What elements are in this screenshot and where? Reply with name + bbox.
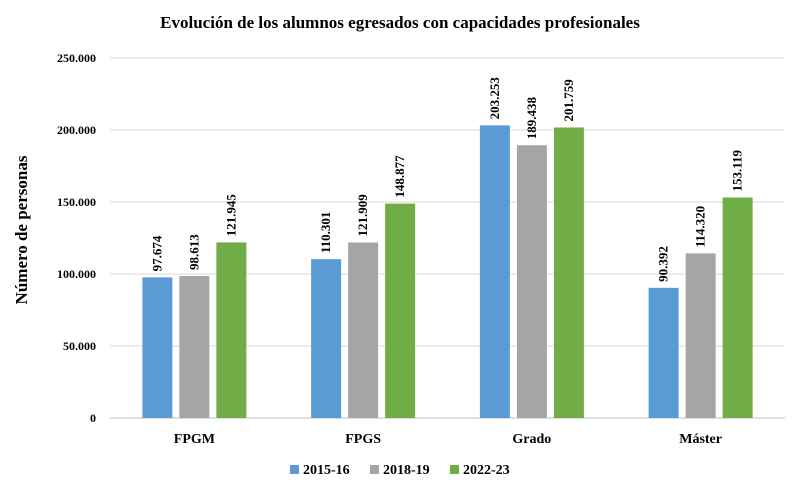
gridlines [110,57,785,419]
data-label: 201.759 [561,79,576,122]
x-category-label: Máster [679,432,722,447]
data-label: 203.253 [487,77,502,120]
bar [142,277,173,418]
bar [722,197,753,418]
legend-label: 2018-19 [383,463,430,478]
data-label: 153.119 [730,149,745,191]
legend-label: 2015-16 [303,463,350,478]
data-labels: 97.674 98.613 121.945 110.301 121.909 148.877… [149,77,744,282]
x-category-label: FPGS [345,432,381,447]
data-label: 114.320 [693,206,708,248]
chart-title: Evolución de los alumnos egresados con c… [160,13,640,32]
data-label: 98.613 [186,234,201,270]
y-tick-label: 50.000 [63,339,96,353]
bar [553,127,584,418]
bar [479,125,510,419]
x-category-label: FPGM [174,432,215,447]
y-tick-label: 0 [90,411,96,425]
y-axis-ticks: 0 50.000 100.000 150.000 200.000 250.000 [57,51,96,425]
bar [516,145,547,418]
y-tick-label: 100.000 [57,267,96,281]
legend-label: 2022-23 [463,463,510,478]
data-label: 148.877 [392,155,407,198]
legend: 2015-16 2018-19 2022-23 [290,463,510,478]
data-label: 121.909 [355,194,370,237]
data-label: 189.438 [524,96,539,139]
x-category-label: Grado [512,432,551,447]
legend-swatch [370,465,379,474]
bar [648,287,679,418]
bar [179,275,210,418]
y-tick-label: 250.000 [57,51,96,65]
bar [348,242,379,418]
legend-swatch [290,465,299,474]
legend-swatch [450,465,459,474]
y-tick-label: 150.000 [57,195,96,209]
data-label: 110.301 [318,212,333,254]
y-axis-label: Número de personas [12,155,31,304]
bar [385,203,416,418]
y-tick-label: 200.000 [57,123,96,137]
data-label: 97.674 [149,235,164,271]
bar [311,259,342,418]
data-label: 90.392 [656,246,671,282]
bar [216,242,247,418]
bars [142,125,753,419]
data-label: 121.945 [223,194,238,237]
bar [685,253,716,418]
x-axis-categories: FPGM FPGS Grado Máster [174,432,722,447]
